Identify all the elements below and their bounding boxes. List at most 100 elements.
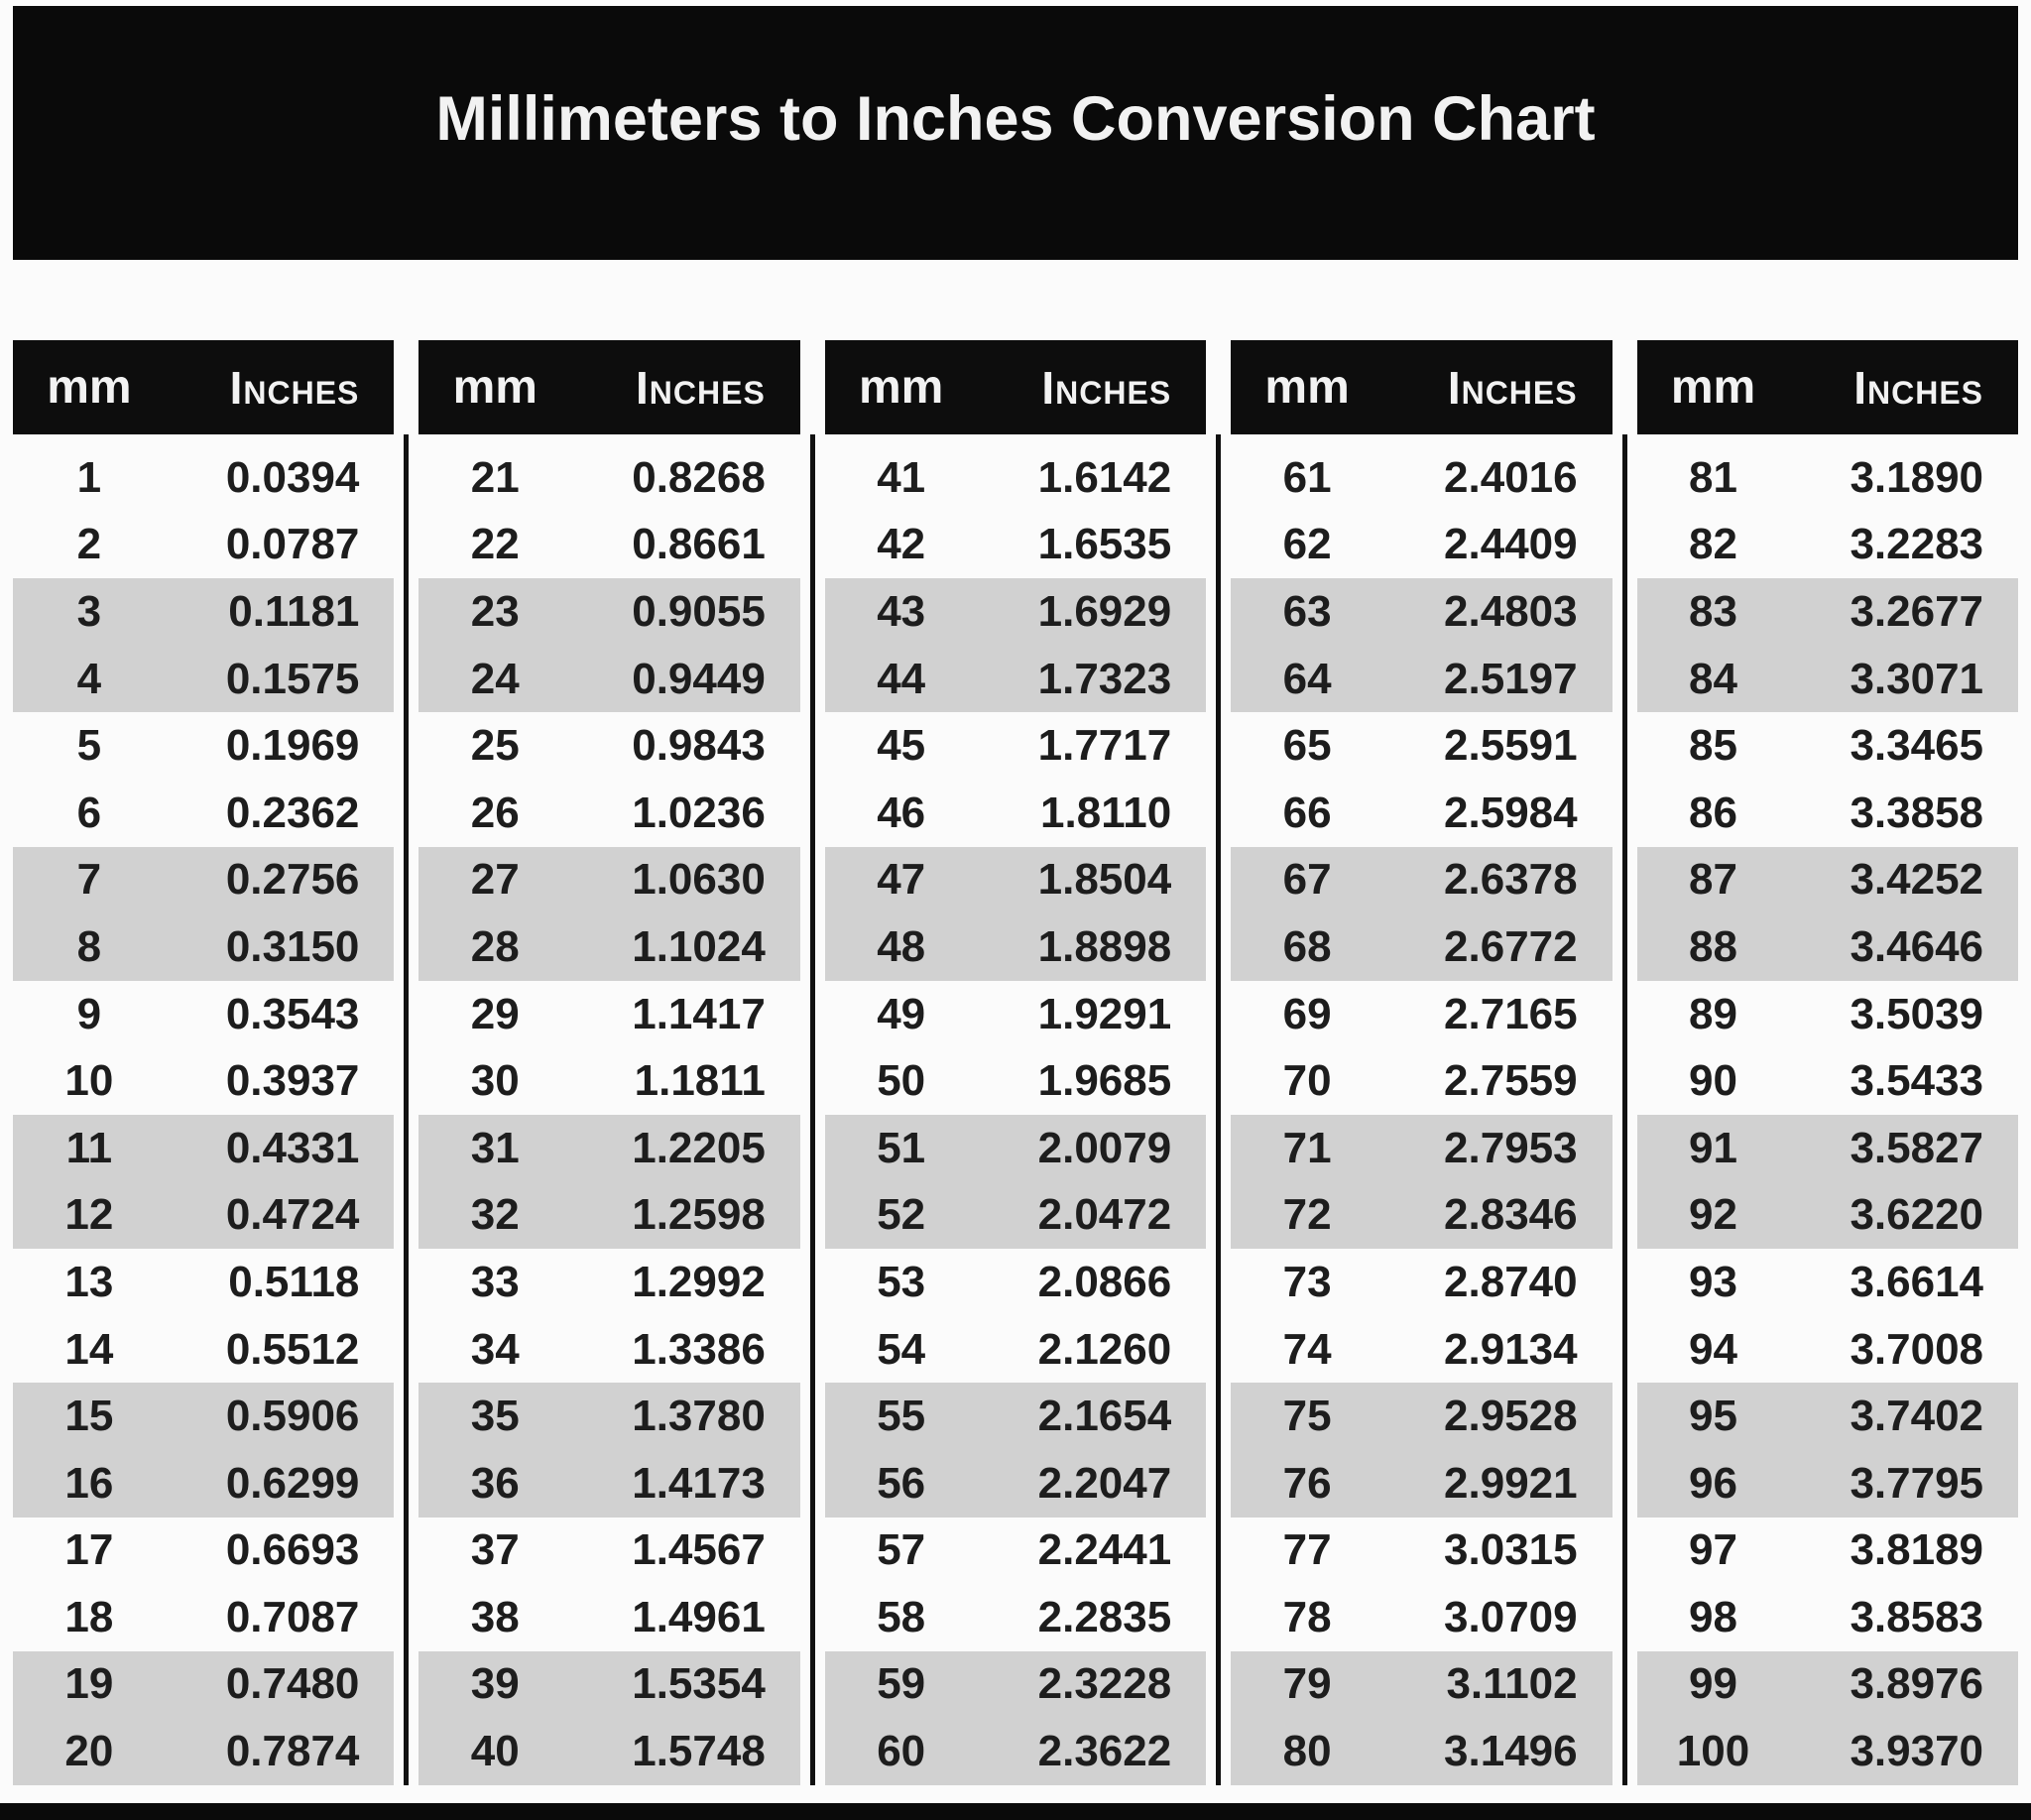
table-row: 29 1.1417 [418, 981, 799, 1048]
mm-value: 20 [64, 1727, 114, 1776]
mm-column-header: mm [859, 361, 944, 414]
conversion-table: mm Inches 1 0.0394 2 0.0787 3 0.1181 4 0.1575 5 0… [13, 340, 2019, 1785]
inches-value: 1.9291 [1037, 989, 1172, 1038]
mm-value: 90 [1689, 1056, 1737, 1106]
mm-value: 63 [1282, 586, 1332, 636]
mm-value: 17 [64, 1525, 114, 1575]
mm-value: 64 [1282, 654, 1332, 703]
table-row: 95 3.7402 [1636, 1383, 2019, 1450]
inches-value: 0.5906 [225, 1392, 360, 1441]
rows-group-1: 1 0.0394 2 0.0787 3 0.1181 4 0.1575 5 0.1969 6 0.23… [13, 434, 395, 1785]
inches-value: 1.7323 [1037, 654, 1172, 703]
mm-value: 97 [1689, 1525, 1737, 1575]
table-row: 78 3.0709 [1231, 1584, 1612, 1651]
mm-value: 85 [1689, 721, 1737, 771]
table-row: 57 2.2441 [825, 1517, 1206, 1585]
inches-value: 0.7087 [225, 1592, 360, 1641]
mm-value: 87 [1689, 855, 1737, 905]
table-row: 77 3.0315 [1231, 1517, 1612, 1585]
table-row: 54 2.1260 [825, 1316, 1206, 1384]
table-row: 96 3.7795 [1636, 1449, 2019, 1517]
mm-value: 37 [470, 1525, 520, 1575]
table-row: 53 2.0866 [825, 1249, 1206, 1316]
inches-value: 3.8189 [1850, 1525, 1984, 1575]
table-row: 41 1.6142 [825, 444, 1206, 512]
table-row: 8 0.3150 [13, 913, 395, 981]
rows-group-4: 61 2.4016 62 2.4409 63 2.4803 64 2.5197 65 2.5591… [1231, 434, 1613, 1785]
table-row: 37 1.4567 [418, 1517, 799, 1585]
mm-value: 28 [470, 921, 520, 971]
table-row: 36 1.4173 [418, 1449, 800, 1517]
table-row: 71 2.7953 [1231, 1114, 1613, 1182]
mm-value: 14 [64, 1324, 114, 1374]
inches-value: 2.9528 [1444, 1392, 1578, 1441]
mm-value: 79 [1282, 1659, 1332, 1709]
mm-value: 86 [1689, 788, 1737, 837]
inches-value: 2.1260 [1037, 1324, 1172, 1374]
mm-value: 21 [470, 452, 520, 502]
table-row: 85 3.3465 [1637, 712, 2018, 780]
table-row: 64 2.5197 [1231, 645, 1613, 713]
table-row: 39 1.5354 [418, 1650, 800, 1719]
mm-value: 46 [877, 788, 926, 837]
mm-value: 11 [65, 1123, 113, 1172]
table-row: 72 2.8346 [1231, 1181, 1613, 1250]
mm-column-header: mm [1670, 361, 1756, 414]
table-row: 9 0.3543 [13, 981, 394, 1048]
inches-value: 2.6772 [1444, 921, 1578, 971]
table-row: 31 1.2205 [418, 1114, 800, 1182]
mm-value: 45 [877, 721, 926, 771]
mm-value: 74 [1282, 1324, 1332, 1374]
table-row: 13 0.5118 [13, 1249, 394, 1316]
table-row: 7 0.2756 [13, 846, 395, 914]
bottom-black-bar [0, 1803, 2031, 1820]
mm-value: 92 [1689, 1190, 1737, 1240]
mm-value: 57 [877, 1525, 926, 1575]
inches-value: 1.8110 [1040, 788, 1172, 837]
table-row: 91 3.5827 [1636, 1114, 2019, 1182]
mm-value: 44 [877, 654, 926, 703]
mm-value: 38 [470, 1592, 520, 1641]
inches-value: 0.0394 [225, 452, 360, 502]
mm-value: 48 [877, 921, 926, 971]
inches-value: 1.1417 [632, 989, 766, 1038]
mm-value: 61 [1282, 452, 1332, 502]
inches-value: 3.1102 [1446, 1659, 1578, 1709]
mm-value: 81 [1689, 452, 1737, 502]
inches-value: 0.1181 [228, 586, 360, 636]
vertical-divider [1216, 434, 1222, 1785]
table-row: 5 0.1969 [13, 712, 394, 780]
table-column-group-2: mm Inches 21 0.8268 22 0.8661 23 0.9055 24 0.94… [418, 340, 800, 1785]
inches-value: 1.1811 [634, 1056, 766, 1106]
table-row: 4 0.1575 [13, 645, 395, 713]
inches-value: 1.7717 [1037, 721, 1172, 771]
inches-value: 1.2205 [632, 1123, 766, 1172]
mm-value: 1 [76, 452, 102, 502]
table-row: 20 0.7874 [13, 1718, 395, 1785]
inches-value: 3.8583 [1850, 1592, 1984, 1641]
table-row: 50 1.9685 [825, 1047, 1206, 1115]
mm-value: 27 [470, 855, 520, 905]
mm-value: 40 [470, 1727, 520, 1776]
table-row: 3 0.1181 [13, 578, 395, 646]
table-row: 19 0.7480 [13, 1650, 395, 1719]
inches-value: 1.9685 [1037, 1056, 1172, 1106]
table-row: 75 2.9528 [1231, 1383, 1613, 1450]
table-row: 76 2.9921 [1231, 1449, 1613, 1517]
mm-value: 16 [64, 1458, 114, 1508]
table-row: 100 3.9370 [1636, 1718, 2019, 1785]
inches-value: 0.5118 [228, 1257, 360, 1306]
table-row: 56 2.2047 [824, 1449, 1207, 1517]
inches-value: 2.9134 [1444, 1324, 1578, 1374]
mm-value: 72 [1282, 1190, 1332, 1240]
mm-value: 49 [877, 989, 926, 1038]
table-row: 92 3.6220 [1636, 1181, 2019, 1250]
inches-value: 2.6378 [1444, 855, 1578, 905]
mm-value: 89 [1689, 989, 1737, 1038]
inches-value: 1.8504 [1037, 855, 1172, 905]
table-row: 28 1.1024 [418, 913, 800, 981]
mm-value: 6 [76, 788, 102, 837]
inches-value: 3.7402 [1850, 1392, 1984, 1441]
inches-value: 1.4173 [632, 1458, 766, 1508]
inches-value: 2.2441 [1037, 1525, 1172, 1575]
